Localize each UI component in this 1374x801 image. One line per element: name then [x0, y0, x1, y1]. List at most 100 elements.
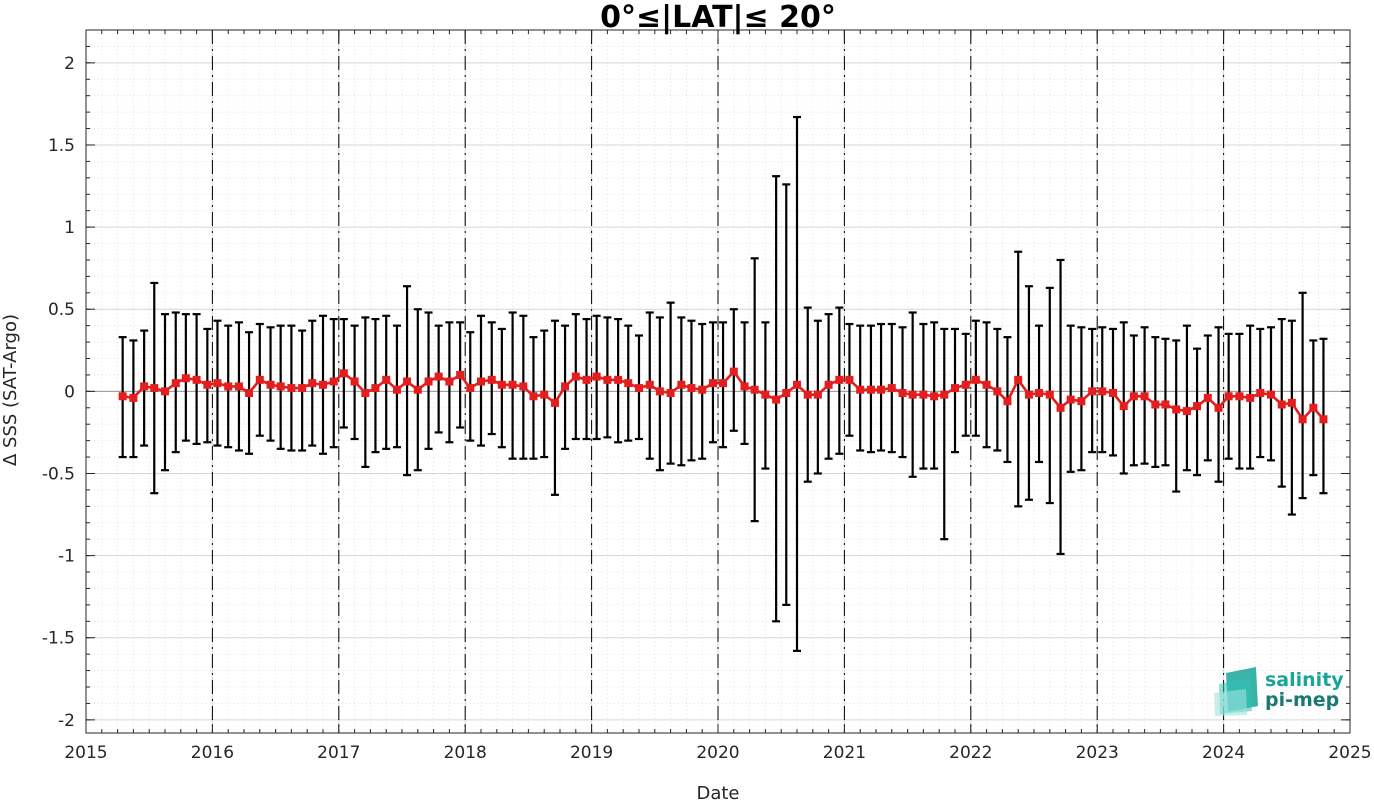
- mean-marker: [161, 387, 169, 396]
- x-tick-label: 2019: [570, 743, 613, 763]
- mean-marker: [772, 395, 781, 404]
- error-bar: [550, 319, 559, 496]
- mean-marker: [361, 388, 370, 397]
- mean-marker: [1045, 390, 1054, 399]
- mean-marker: [150, 384, 159, 393]
- mean-marker: [940, 390, 949, 399]
- mean-marker: [687, 384, 696, 393]
- mean-marker: [666, 388, 675, 397]
- mean-marker: [1309, 403, 1318, 412]
- mean-marker: [1256, 388, 1265, 397]
- mean-marker: [1319, 415, 1328, 424]
- mean-marker: [866, 385, 875, 394]
- error-bar: [1129, 334, 1138, 467]
- logo-wave-icon: [1214, 667, 1258, 716]
- axes: [85, 29, 1351, 734]
- mean-marker: [403, 377, 412, 386]
- mean-marker: [571, 372, 580, 381]
- mean-marker: [308, 379, 317, 388]
- mean-marker: [971, 375, 980, 384]
- mean-marker: [129, 393, 138, 402]
- mean-marker: [1109, 388, 1117, 397]
- x-tick-label: 2023: [1076, 743, 1119, 763]
- mean-marker: [782, 388, 791, 397]
- mean-marker: [592, 372, 601, 381]
- x-tick-label: 2025: [1328, 743, 1371, 763]
- mean-marker: [729, 367, 738, 376]
- x-tick-label: 2016: [191, 743, 234, 763]
- mean-marker: [930, 392, 939, 401]
- y-tick-label: -0.5: [42, 464, 75, 484]
- mean-marker: [1066, 395, 1075, 404]
- y-tick-label: -1.5: [42, 629, 75, 649]
- tick-labels: 2015 2016 2017 2018 2019 2020 2021 2022 2023 2024…: [42, 54, 1372, 763]
- mean-marker: [140, 382, 149, 391]
- mean-marker: [203, 380, 212, 389]
- error-bar: [1182, 324, 1191, 472]
- mean-marker: [540, 390, 549, 399]
- mean-marker: [529, 392, 538, 401]
- mean-marker: [487, 375, 496, 384]
- mean-marker: [1140, 392, 1149, 401]
- x-tick-label: 2022: [949, 743, 992, 763]
- mean-series: [118, 367, 1328, 424]
- mean-marker: [1298, 415, 1307, 424]
- mean-marker: [497, 380, 506, 389]
- mean-marker: [887, 384, 896, 393]
- mean-marker: [1235, 392, 1244, 401]
- mean-marker: [951, 384, 959, 393]
- mean-marker: [1056, 403, 1065, 412]
- year-divider-lines: [211, 30, 1225, 733]
- mean-marker: [813, 390, 822, 399]
- error-bar: [1172, 339, 1181, 493]
- mean-marker: [603, 375, 612, 384]
- mean-marker: [1172, 405, 1181, 414]
- logo-text-pi-mep: pi-mep: [1265, 689, 1339, 711]
- y-tick-label: 0: [64, 382, 75, 402]
- mean-marker: [477, 377, 485, 386]
- mean-marker: [877, 385, 886, 394]
- mean-marker: [898, 388, 907, 397]
- mean-marker: [550, 398, 559, 407]
- mean-marker: [234, 382, 243, 391]
- mean-marker: [1098, 387, 1107, 396]
- mean-marker: [224, 382, 233, 391]
- mean-marker: [1119, 402, 1128, 411]
- mean-marker: [561, 382, 570, 391]
- mean-marker: [1014, 375, 1023, 384]
- mean-marker: [413, 385, 422, 394]
- mean-marker: [276, 382, 285, 391]
- x-tick-label: 2017: [317, 743, 360, 763]
- mean-marker: [181, 374, 190, 383]
- mean-marker: [1246, 393, 1255, 402]
- mean-marker: [445, 377, 454, 386]
- mean-marker: [698, 385, 707, 394]
- mean-marker: [1161, 400, 1170, 409]
- mean-marker: [824, 380, 833, 389]
- mean-marker: [1035, 388, 1044, 397]
- mean-marker: [1151, 400, 1160, 409]
- mean-marker: [845, 375, 854, 384]
- mean-marker: [719, 379, 728, 388]
- mean-marker: [456, 370, 465, 379]
- mean-marker: [635, 384, 643, 393]
- mean-marker: [1193, 402, 1202, 411]
- error-bar: [666, 301, 675, 465]
- mean-marker: [508, 380, 517, 389]
- mean-marker: [245, 388, 254, 397]
- mean-marker: [1214, 403, 1223, 412]
- mean-marker: [1277, 400, 1286, 409]
- y-tick-label: 2: [64, 54, 75, 74]
- mean-marker: [1088, 387, 1097, 396]
- mean-marker: [519, 382, 528, 391]
- y-axis-label: Δ SSS (SAT-Argo): [0, 314, 21, 466]
- mean-marker: [1182, 407, 1191, 416]
- error-bar: [1193, 347, 1202, 477]
- error-bar: [1287, 319, 1296, 516]
- mean-marker: [624, 379, 633, 388]
- mean-marker: [1287, 398, 1296, 407]
- mean-marker: [856, 385, 865, 394]
- mean-marker: [466, 384, 475, 393]
- mean-marker: [171, 379, 180, 388]
- mean-marker: [761, 390, 770, 399]
